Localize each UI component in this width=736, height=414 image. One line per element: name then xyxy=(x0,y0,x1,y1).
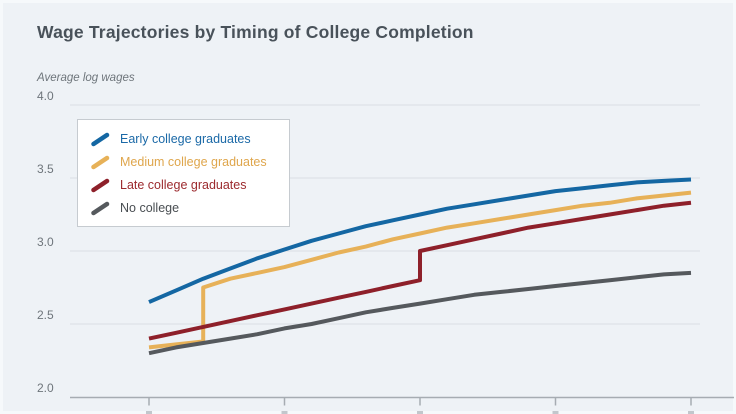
legend-item-no-college: No college xyxy=(90,197,277,219)
legend-item-late-college-graduates: Late college graduates xyxy=(90,174,277,196)
legend-line-swatch-icon xyxy=(91,178,110,192)
legend-item-early-college-graduates: Early college graduates xyxy=(90,128,277,150)
y-tick-label-4.0: 4.0 xyxy=(37,89,54,103)
legend: Early college graduates Medium college gr… xyxy=(77,119,290,227)
x-axis-label-clipped xyxy=(552,411,559,414)
legend-label: Medium college graduates xyxy=(120,155,267,169)
legend-line-swatch-icon xyxy=(91,201,110,215)
y-tick-label-2.0: 2.0 xyxy=(37,381,54,395)
legend-label: Early college graduates xyxy=(120,132,251,146)
series-line-medium-college-graduates xyxy=(148,190,692,350)
series-line-early-college-graduates xyxy=(148,177,692,304)
y-tick-label-2.5: 2.5 xyxy=(37,308,54,322)
x-axis-label-clipped xyxy=(146,411,152,414)
series-line-late-college-graduates xyxy=(148,200,692,341)
y-axis-title: Average log wages xyxy=(37,72,135,84)
x-axis-label-clipped xyxy=(281,411,288,414)
y-tick-label-3.5: 3.5 xyxy=(37,162,54,176)
legend-item-medium-college-graduates: Medium college graduates xyxy=(90,151,277,173)
x-axis-label-clipped xyxy=(688,411,694,414)
legend-line-swatch-icon xyxy=(91,132,110,146)
legend-label: No college xyxy=(120,201,180,215)
x-axis-label-clipped xyxy=(417,411,423,414)
chart-title: Wage Trajectories by Timing of College C… xyxy=(37,22,474,42)
series-line-no-college xyxy=(148,270,692,356)
y-tick-label-3.0: 3.0 xyxy=(37,235,54,249)
legend-label: Late college graduates xyxy=(120,178,247,192)
legend-line-swatch-icon xyxy=(91,155,110,169)
